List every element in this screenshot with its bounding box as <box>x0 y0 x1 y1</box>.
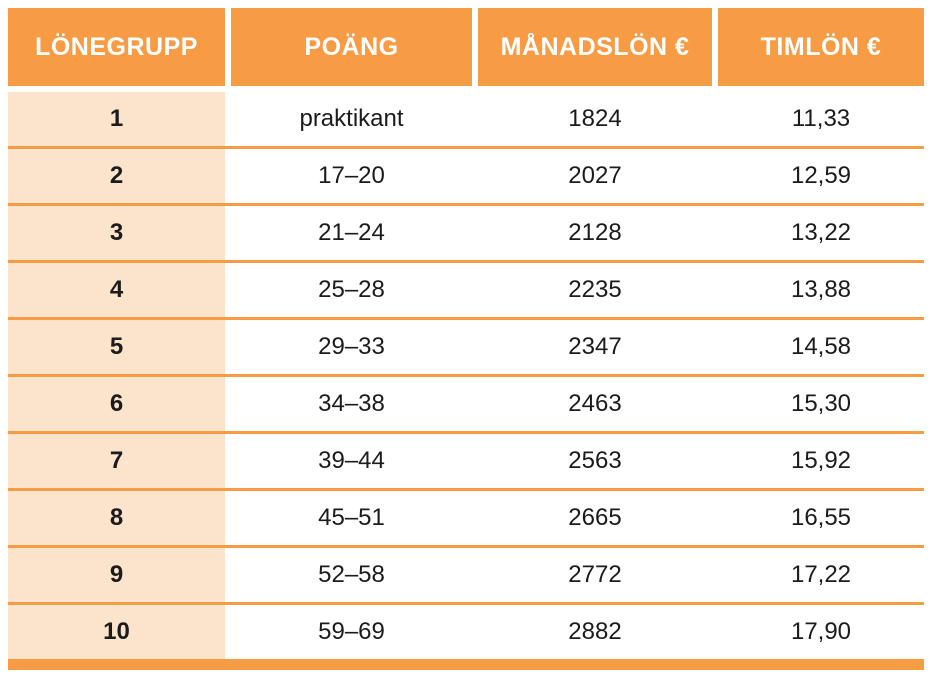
table-row: 2 17–20 2027 12,59 <box>8 149 924 206</box>
table-row: 4 25–28 2235 13,88 <box>8 263 924 320</box>
cell-manadslon: 2665 <box>568 504 622 531</box>
cell-poang: 17–20 <box>318 162 385 189</box>
cell-lonegrupp: 1 <box>8 92 225 146</box>
cell-timlon: 15,30 <box>790 390 852 417</box>
cell-lonegrupp: 8 <box>8 491 225 545</box>
cell-timlon: 12,59 <box>790 162 852 189</box>
cell-poang: 52–58 <box>318 561 385 588</box>
table-row: 5 29–33 2347 14,58 <box>8 320 924 377</box>
cell-timlon: 11,33 <box>791 105 851 132</box>
table-header-row: LÖNEGRUPP POÄNG MÅNADSLÖN € TIMLÖN € <box>8 8 924 86</box>
cell-manadslon: 1824 <box>568 105 622 132</box>
cell-poang: 25–28 <box>318 276 385 303</box>
cell-poang: 39–44 <box>318 447 385 474</box>
cell-poang: 21–24 <box>318 219 385 246</box>
table-row: 9 52–58 2772 17,22 <box>8 548 924 605</box>
cell-poang: 29–33 <box>318 333 385 360</box>
table-row: 1 praktikant 1824 11,33 <box>8 92 924 149</box>
cell-lonegrupp: 6 <box>8 377 225 431</box>
cell-timlon: 14,58 <box>790 333 852 360</box>
cell-manadslon: 2027 <box>568 162 622 189</box>
header-cell-timlon: TIMLÖN € <box>718 8 924 86</box>
table-row: 7 39–44 2563 15,92 <box>8 434 924 491</box>
cell-manadslon: 2235 <box>568 276 622 303</box>
cell-manadslon: 2463 <box>568 390 622 417</box>
cell-timlon: 17,90 <box>790 618 852 645</box>
cell-lonegrupp: 7 <box>8 434 225 488</box>
cell-lonegrupp: 5 <box>8 320 225 374</box>
cell-timlon: 15,92 <box>790 447 852 474</box>
header-cell-lonegrupp: LÖNEGRUPP <box>8 8 225 86</box>
cell-timlon: 13,88 <box>790 276 852 303</box>
cell-lonegrupp: 9 <box>8 548 225 602</box>
cell-lonegrupp: 4 <box>8 263 225 317</box>
cell-poang: 45–51 <box>318 504 385 531</box>
cell-timlon: 16,55 <box>790 504 852 531</box>
cell-manadslon: 2772 <box>568 561 622 588</box>
cell-lonegrupp: 3 <box>8 206 225 260</box>
cell-poang: 59–69 <box>318 618 385 645</box>
header-cell-manadslon: MÅNADSLÖN € <box>478 8 712 86</box>
cell-manadslon: 2128 <box>568 219 622 246</box>
cell-manadslon: 2347 <box>568 333 622 360</box>
cell-manadslon: 2882 <box>568 618 622 645</box>
table-row: 6 34–38 2463 15,30 <box>8 377 924 434</box>
cell-poang: praktikant <box>299 105 404 132</box>
cell-lonegrupp: 2 <box>8 149 225 203</box>
table-row: 10 59–69 2882 17,90 <box>8 605 924 662</box>
cell-lonegrupp: 10 <box>8 605 225 659</box>
salary-table: LÖNEGRUPP POÄNG MÅNADSLÖN € TIMLÖN € 1 p… <box>8 8 924 670</box>
cell-poang: 34–38 <box>318 390 385 417</box>
table-row: 3 21–24 2128 13,22 <box>8 206 924 263</box>
cell-timlon: 13,22 <box>790 219 852 246</box>
cell-timlon: 17,22 <box>790 561 852 588</box>
header-cell-poang: POÄNG <box>231 8 472 86</box>
table-bottom-bar <box>8 662 924 670</box>
table-row: 8 45–51 2665 16,55 <box>8 491 924 548</box>
cell-manadslon: 2563 <box>568 447 622 474</box>
